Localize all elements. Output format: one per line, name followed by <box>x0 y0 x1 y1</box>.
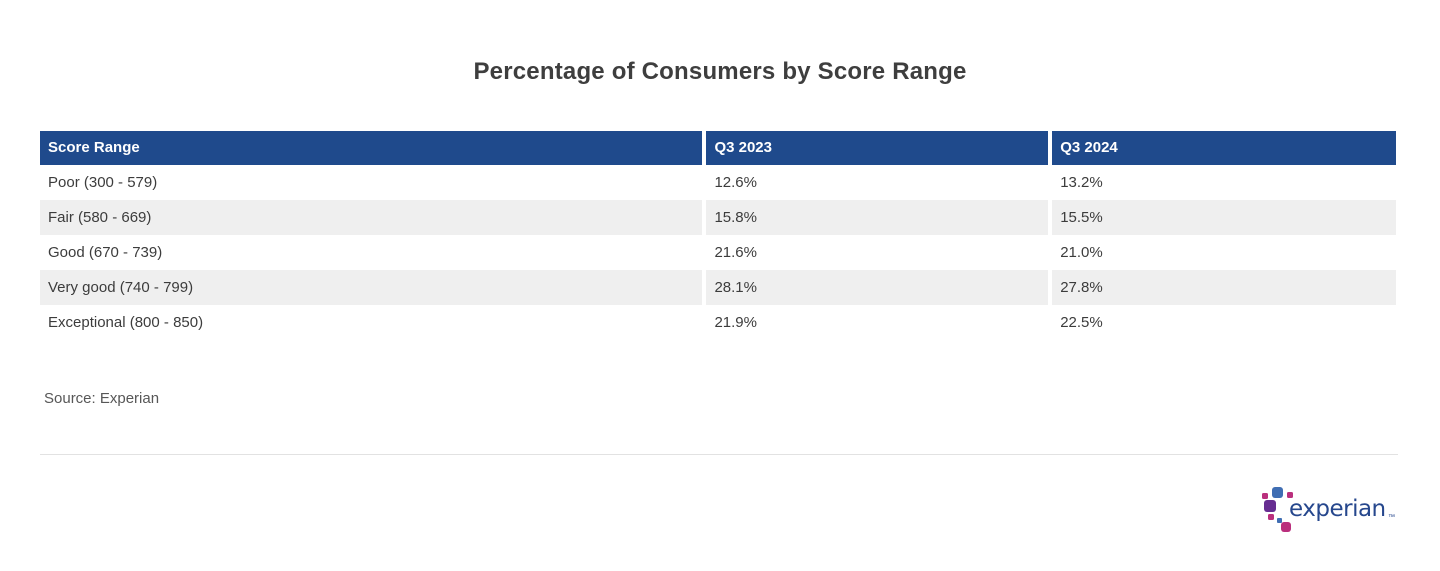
percentage-cell: 12.6% <box>702 165 1051 200</box>
column-header-q3-2023: Q3 2023 <box>702 131 1051 165</box>
logo-magenta-square-icon <box>1262 493 1268 499</box>
score-range-cell: Very good (740 - 799) <box>48 279 194 296</box>
table-row: Good (670 - 739) 21.6% 21.0% <box>40 235 1396 270</box>
experian-logo: experian ™ <box>1262 484 1402 540</box>
column-header-q3-2024: Q3 2024 <box>1048 131 1396 165</box>
score-range-cell: Good (670 - 739) <box>48 244 163 261</box>
percentage-cell: 21.6% <box>702 235 1051 270</box>
score-range-table: Score Range Q3 2023 Q3 2024 Poor (300 - … <box>40 131 1396 340</box>
percentage-cell: 15.8% <box>702 200 1051 235</box>
logo-blue-square-icon <box>1277 518 1282 523</box>
logo-purple-square-icon <box>1264 500 1276 512</box>
logo-trademark-icon: ™ <box>1388 514 1395 521</box>
table-row: Poor (300 - 579) 12.6% 13.2% <box>40 165 1396 200</box>
source-note: Source: Experian <box>44 390 160 407</box>
table-row: Very good (740 - 799) 28.1% 27.8% <box>40 270 1396 305</box>
score-range-cell: Fair (580 - 669) <box>48 209 152 226</box>
footer-divider <box>40 454 1398 455</box>
percentage-cell: 21.0% <box>1048 235 1396 270</box>
percentage-cell: 22.5% <box>1048 305 1396 340</box>
percentage-cell: 27.8% <box>1048 270 1396 305</box>
percentage-cell: 15.5% <box>1048 200 1396 235</box>
table-row: Exceptional (800 - 850) 21.9% 22.5% <box>40 305 1396 340</box>
figure-title: Percentage of Consumers by Score Range <box>473 58 967 85</box>
logo-wordmark: experian <box>1289 496 1386 522</box>
percentage-cell: 28.1% <box>702 270 1051 305</box>
table-body: Poor (300 - 579) 12.6% 13.2% Fair (580 - 66… <box>40 165 1396 340</box>
logo-magenta-square-icon <box>1281 522 1291 532</box>
table-row: Fair (580 - 669) 15.8% 15.5% <box>40 200 1396 235</box>
score-range-cell: Exceptional (800 - 850) <box>48 314 204 331</box>
percentage-cell: 21.9% <box>702 305 1051 340</box>
score-range-cell: Poor (300 - 579) <box>48 174 158 191</box>
table-header-row: Score Range Q3 2023 Q3 2024 <box>40 131 1396 165</box>
logo-magenta-square-icon <box>1268 514 1274 520</box>
logo-magenta-square-icon <box>1287 492 1293 498</box>
logo-blue-square-icon <box>1272 487 1283 498</box>
percentage-cell: 13.2% <box>1048 165 1396 200</box>
column-header-score-range: Score Range <box>40 131 705 165</box>
